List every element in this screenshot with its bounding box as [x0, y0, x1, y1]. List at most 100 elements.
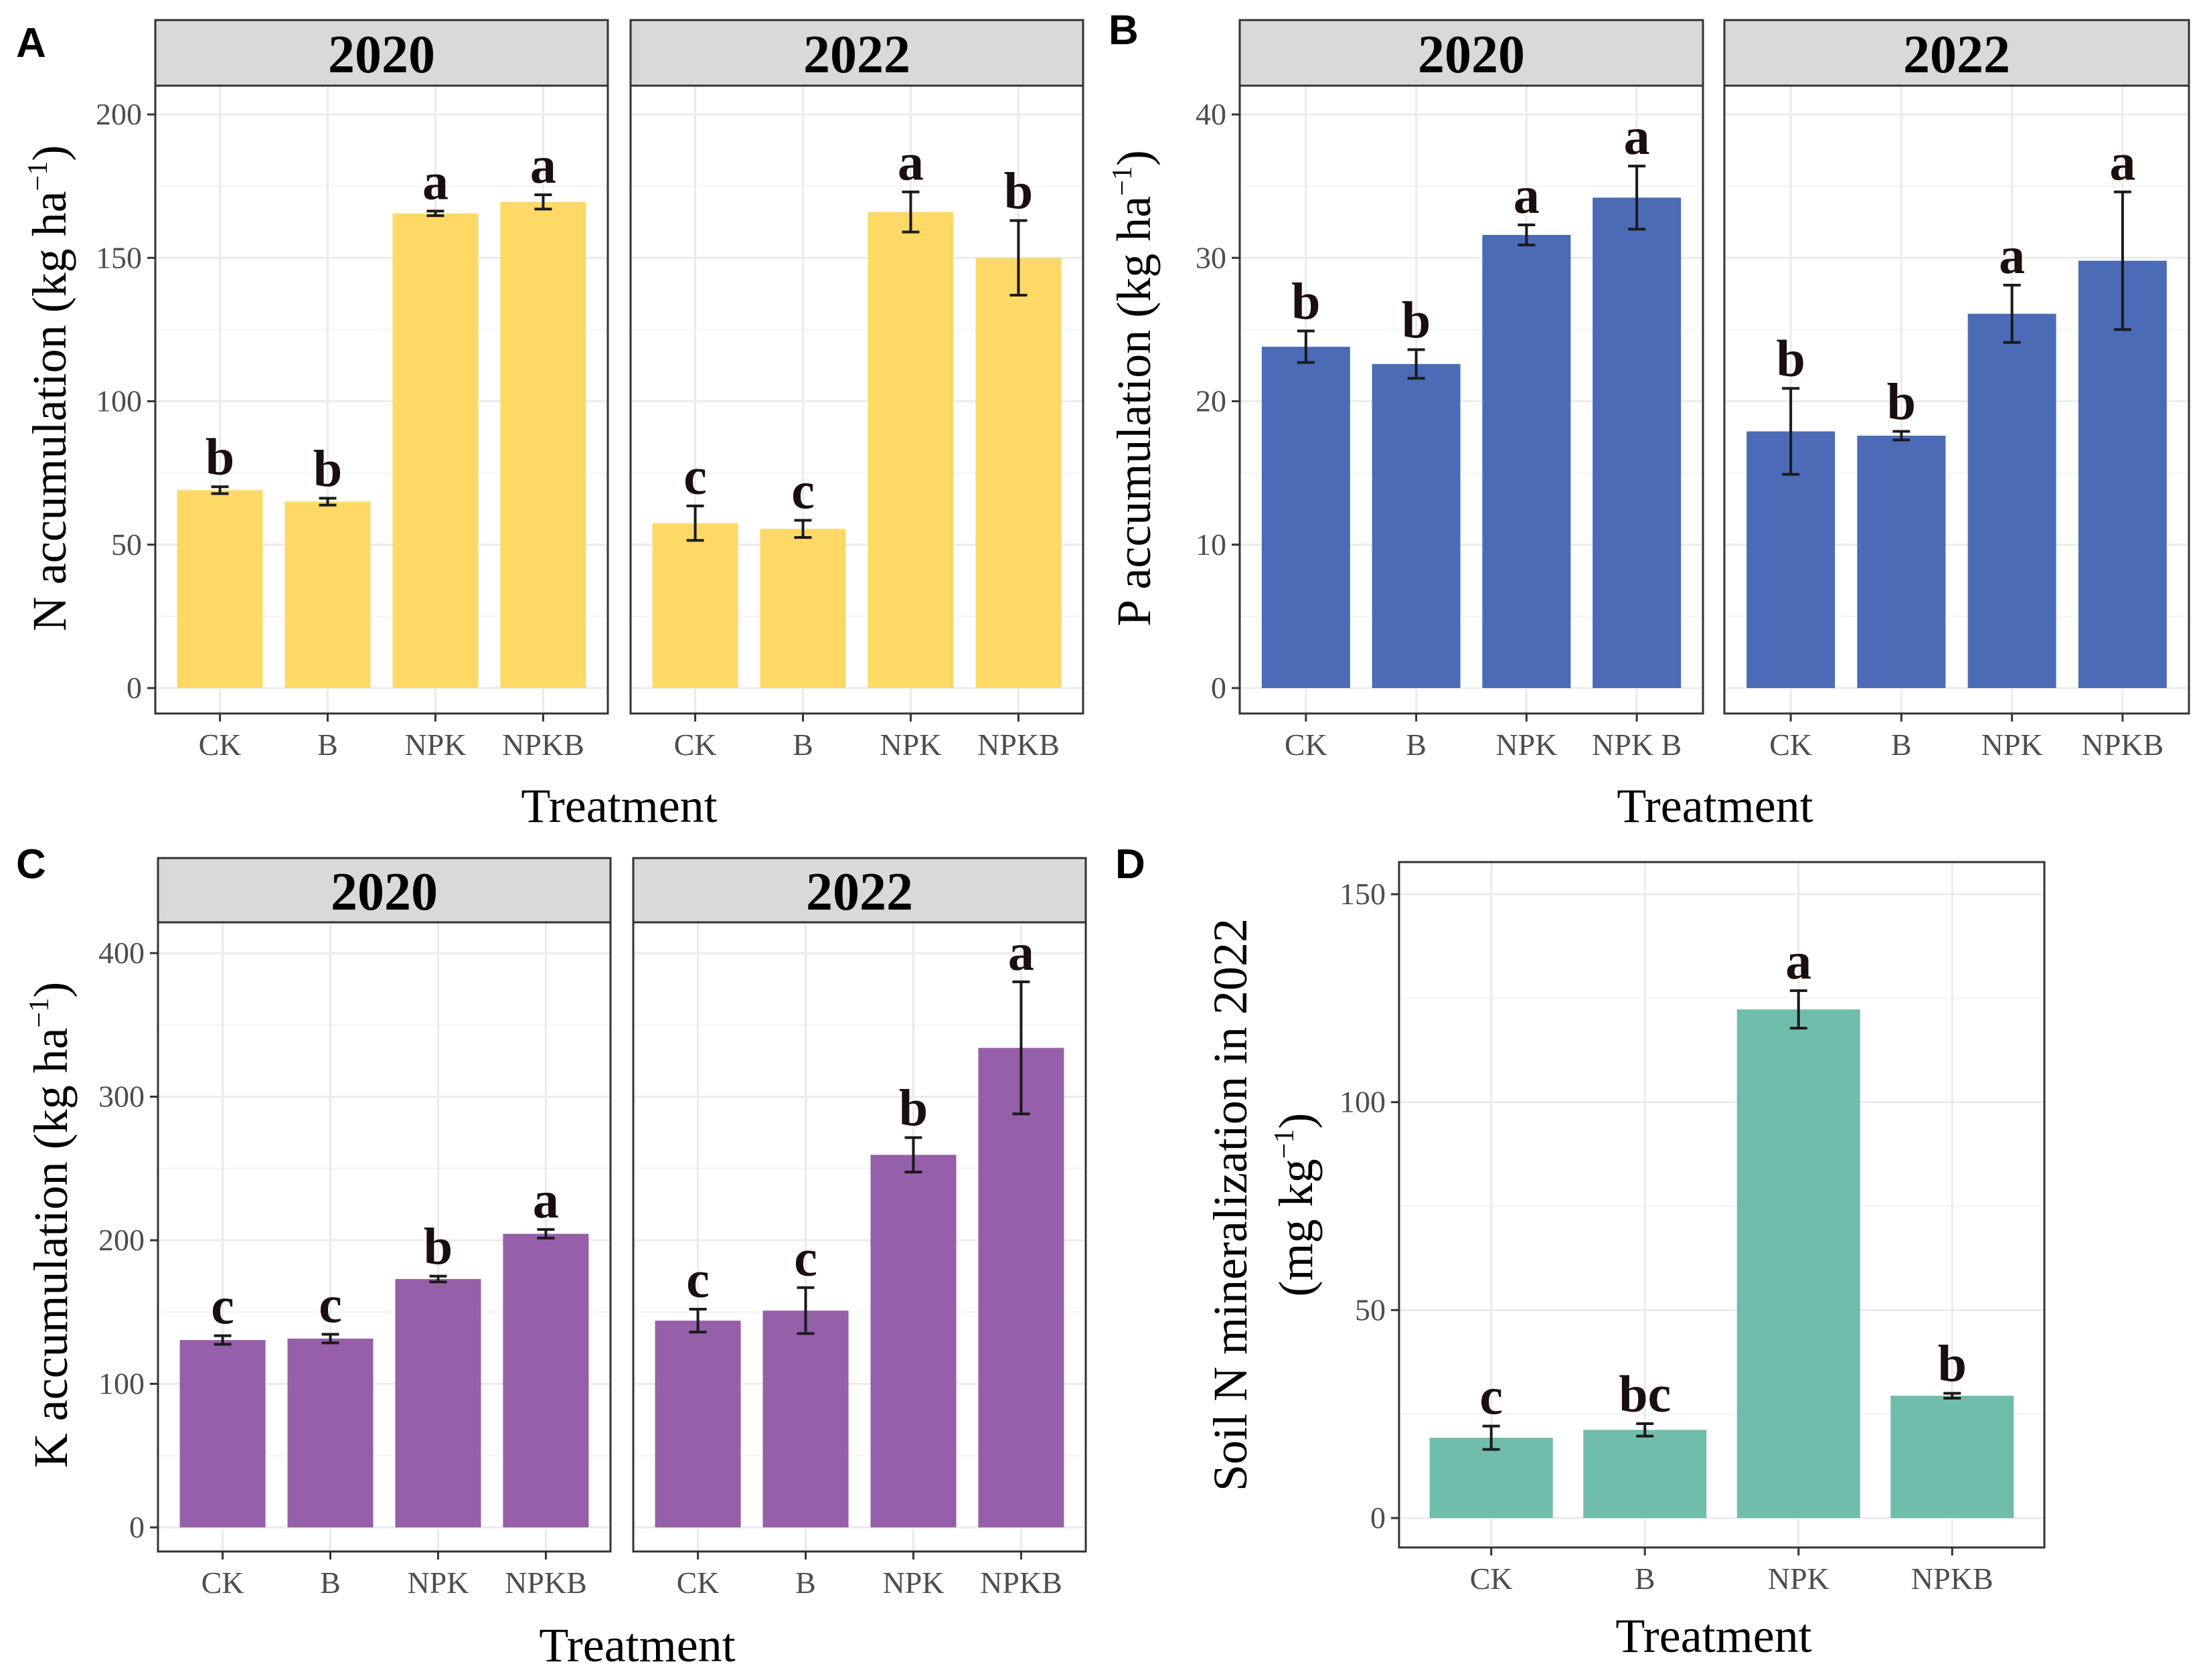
y-tick-label: 100: [96, 384, 142, 418]
x-tick-label: B: [793, 728, 813, 762]
y-tick-label: 50: [1355, 1292, 1386, 1327]
error-bar: [1297, 329, 1315, 364]
significance-letter: b: [1887, 372, 1916, 430]
panel-b-x-title: Treatment: [1617, 779, 1813, 833]
panel-c-y-title: K accumulation (kg ha−1): [24, 982, 78, 1468]
panel-c-y-axis: 0 100 200 300 400: [98, 936, 158, 1544]
error-bar: [1943, 1392, 1961, 1400]
x-tick-label: CK: [199, 728, 242, 762]
x-tick-label: NPK: [882, 1566, 944, 1600]
bar: [652, 523, 738, 688]
y-tick-label: 20: [1196, 384, 1226, 418]
panel-b-strip-2022: 2022: [1723, 19, 2190, 87]
panel-b-plot-2020: b b a a: [1238, 84, 1704, 715]
significance-letter: a: [1514, 166, 1540, 224]
panel-d: D c bc a b 0 50 100 150 CK B NPK NPKB Treatment S…: [1115, 841, 2046, 1663]
panel-b-plot-2022: b b a a: [1723, 84, 2190, 715]
panel-d-y-title-line1: Soil N mineralization in 2022: [1204, 918, 1257, 1491]
y-tick-label: 10: [1196, 527, 1226, 562]
bar: [1736, 1009, 1860, 1518]
y-tick-label: 0: [1211, 671, 1226, 705]
bar: [868, 212, 954, 688]
significance-letter: a: [1785, 932, 1811, 990]
panel-c-strip-2020: 2020: [157, 857, 612, 924]
error-bar: [534, 193, 552, 211]
significance-letter: a: [533, 1171, 559, 1229]
x-tick-label: B: [1406, 728, 1426, 762]
bar: [392, 213, 479, 688]
error-bar: [1407, 348, 1425, 380]
error-bar: [429, 1274, 447, 1284]
y-tick-label: 150: [96, 240, 142, 274]
bar: [1429, 1438, 1553, 1518]
error-bar: [797, 1286, 815, 1335]
y-tick-label: 0: [127, 671, 142, 705]
y-tick-label: 100: [98, 1367, 145, 1401]
x-tick-label: B: [1635, 1562, 1655, 1596]
error-bar: [904, 1136, 922, 1174]
panel-b-strip-2020-label: 2020: [1418, 25, 1525, 84]
error-bar: [211, 485, 229, 495]
bar: [1967, 313, 2056, 688]
significance-letter: b: [1938, 1335, 1967, 1393]
x-tick-label: NPK: [404, 728, 466, 762]
panel-d-y-axis: 0 50 100 150: [1339, 877, 1399, 1535]
y-tick-label: 40: [1196, 97, 1226, 131]
x-tick-label: CK: [1285, 728, 1327, 762]
significance-letter: c: [211, 1277, 234, 1335]
panel-c-strip-2022: 2022: [632, 857, 1087, 924]
x-tick-label: NPK: [1495, 728, 1557, 762]
panel-b: B 2020 2022 b b a a b b a a 0 10 20 30 40 CK B NPK NP…: [1107, 7, 2190, 833]
significance-letter: b: [1776, 329, 1805, 388]
panel-a-plot-2022: c c a b: [629, 84, 1084, 715]
error-bar: [1636, 1422, 1654, 1438]
panel-a-y-title: N accumulation (kg ha−1): [23, 145, 76, 631]
panel-c-x-title: Treatment: [539, 1618, 735, 1672]
bar: [1593, 197, 1682, 688]
bar: [1857, 435, 1946, 688]
significance-letter: c: [686, 1250, 710, 1309]
panel-b-strip-2022-label: 2022: [1903, 25, 2010, 84]
significance-letter: b: [1004, 162, 1033, 220]
panel-c: C 2020 2022 c c b a c c b a 0 100 200 300 400 CK B N…: [16, 841, 1087, 1672]
significance-letter: c: [683, 447, 707, 505]
panel-b-x-axis-2022: CK B NPK NPKB: [1769, 713, 2164, 762]
bar: [2078, 260, 2167, 688]
significance-letter: a: [898, 133, 924, 191]
bar: [1583, 1430, 1707, 1518]
y-tick-label: 50: [111, 527, 142, 562]
x-tick-label: CK: [1470, 1562, 1513, 1596]
y-tick-label: 200: [98, 1223, 145, 1257]
panel-a-plot-2020: b b a a: [154, 84, 609, 715]
bar: [287, 1338, 374, 1527]
error-bar: [689, 1307, 707, 1334]
panel-a-y-axis: 0 50 100 150 200: [96, 97, 155, 705]
significance-letter: a: [422, 152, 449, 210]
panel-c-x-axis-2020: CK B NPK NPKB: [201, 1551, 587, 1600]
significance-letter: c: [319, 1275, 342, 1333]
x-tick-label: NPK B: [1592, 728, 1682, 762]
panel-b-label: B: [1109, 7, 1139, 54]
significance-letter: b: [899, 1079, 928, 1137]
error-bar: [2003, 283, 2021, 344]
y-tick-label: 0: [1370, 1501, 1386, 1535]
panel-a-x-axis-2020: CK B NPK NPKB: [199, 713, 584, 762]
significance-letter: c: [794, 1229, 817, 1287]
bar: [978, 1047, 1064, 1527]
bar: [1261, 347, 1350, 688]
error-bar: [2113, 190, 2131, 331]
bar: [179, 1340, 266, 1527]
bar: [655, 1321, 741, 1527]
x-tick-label: CK: [1769, 728, 1812, 762]
panel-a-strip-2020-label: 2020: [328, 25, 435, 84]
error-bar: [1009, 219, 1028, 297]
significance-letter: a: [1624, 107, 1650, 165]
error-bar: [1789, 989, 1807, 1030]
error-bar: [321, 1333, 339, 1345]
error-bar: [1782, 387, 1800, 476]
significance-letter: b: [313, 439, 342, 497]
bar: [1482, 234, 1571, 689]
error-bar: [319, 497, 337, 507]
x-tick-label: B: [320, 1566, 341, 1600]
